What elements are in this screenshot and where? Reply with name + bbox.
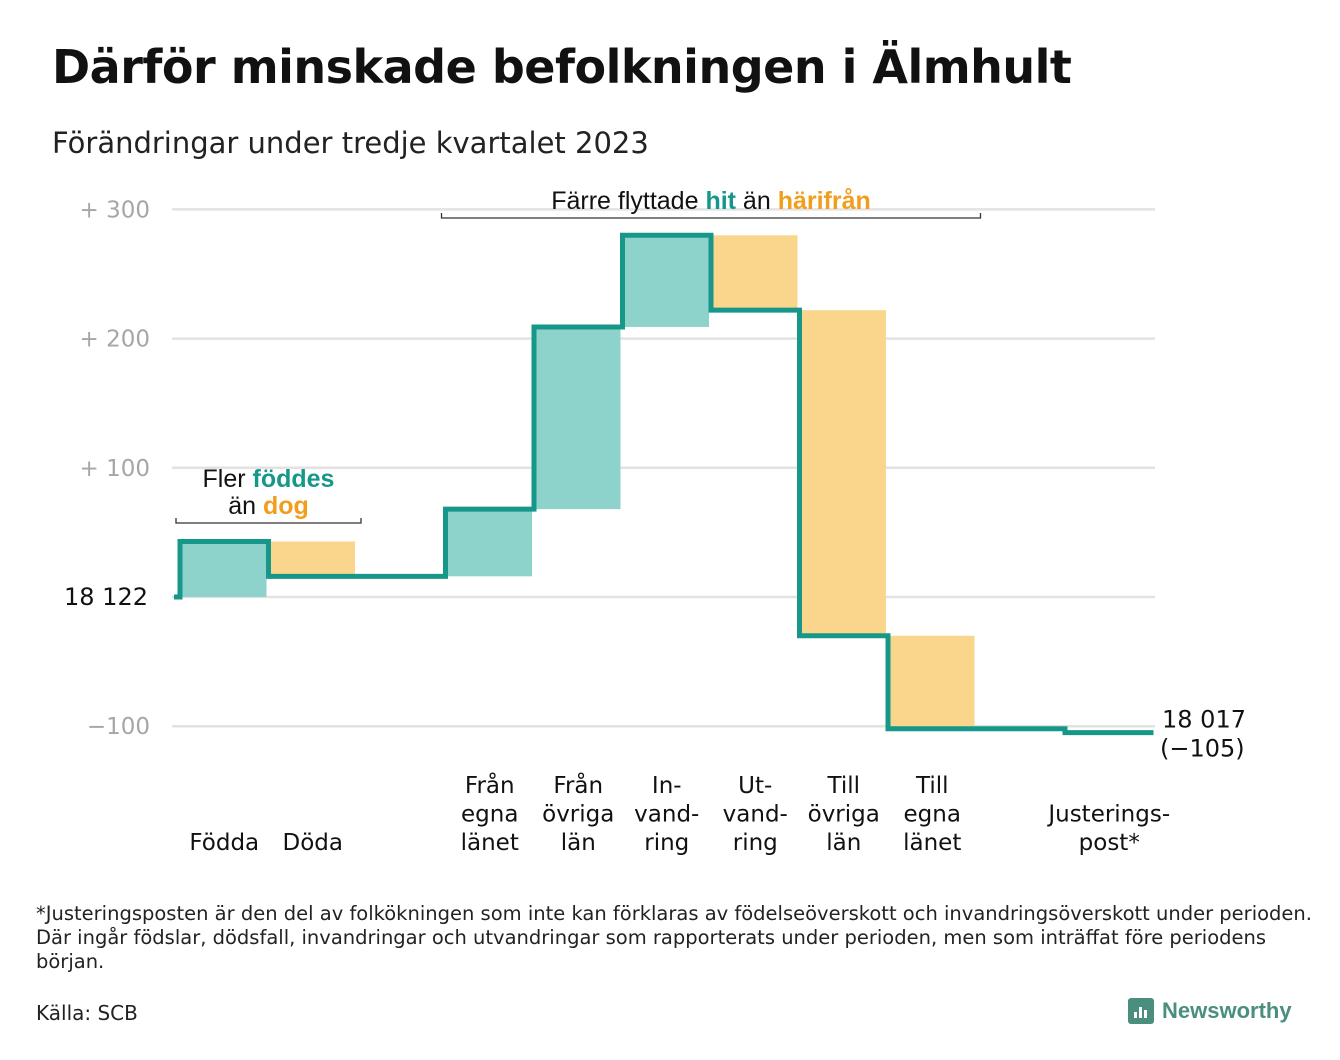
y-tick-label: + 200 [80, 327, 150, 353]
annotation-bracket [440, 213, 982, 219]
annotation-text: Fler föddes [203, 465, 335, 493]
end-change-label: (−105) [1160, 735, 1245, 763]
waterfall-chart: + 300 + 200 + 100 −100 18 122 Födda Döda Från eg… [64, 187, 1246, 856]
running-total-line [174, 232, 1154, 736]
annotation-text: än dog [228, 492, 309, 520]
category-label: Födda [189, 830, 259, 856]
category-label: Justerings-post* [1046, 802, 1170, 857]
bar-out [890, 635, 975, 729]
brand-name: Newsworthy [1162, 998, 1292, 1023]
bars [182, 235, 975, 729]
category-label: Ut-vand-ring [723, 773, 788, 856]
y-tick-label: + 100 [80, 456, 150, 482]
running-total-line [174, 232, 1154, 736]
start-value-label: 18 122 [64, 583, 148, 611]
footnote: *Justeringsposten är den del av folkökni… [36, 902, 1312, 973]
annotation-text: Färre flyttade hit än härifrån [551, 187, 871, 215]
chart-labels: + 300 + 200 + 100 −100 18 122 Födda Döda Från eg… [64, 187, 1246, 856]
category-label: Från egna länet [461, 771, 519, 856]
source-label: Källa: SCB [36, 1001, 138, 1025]
chart-subtitle: Förändringar under tredje kvartalet 2023 [52, 126, 649, 160]
bar-in [182, 541, 267, 597]
bar-out [270, 541, 355, 577]
category-label: Till övriga län [808, 773, 880, 856]
category-label: Från övriga län [542, 771, 614, 856]
category-label: Döda [283, 830, 343, 856]
bar-in [536, 326, 621, 510]
bar-in [624, 235, 709, 327]
end-value-label: 18 017 [1162, 706, 1246, 734]
y-tick-label: + 300 [80, 197, 150, 223]
bar-out [713, 235, 798, 311]
category-label: Till egna länet [903, 773, 961, 856]
y-tick-label: −100 [87, 714, 150, 740]
annotation-bracket [175, 518, 362, 524]
chart-title: Därför minskade befolkningen i Älmhult [52, 40, 1072, 94]
gridlines [172, 208, 1155, 728]
bar-in [447, 509, 532, 577]
bar-out [801, 310, 886, 636]
brand-logo: Newsworthy [1128, 998, 1292, 1024]
category-label: In-vand-ring [634, 773, 699, 856]
bar-chart-icon [1128, 998, 1154, 1024]
